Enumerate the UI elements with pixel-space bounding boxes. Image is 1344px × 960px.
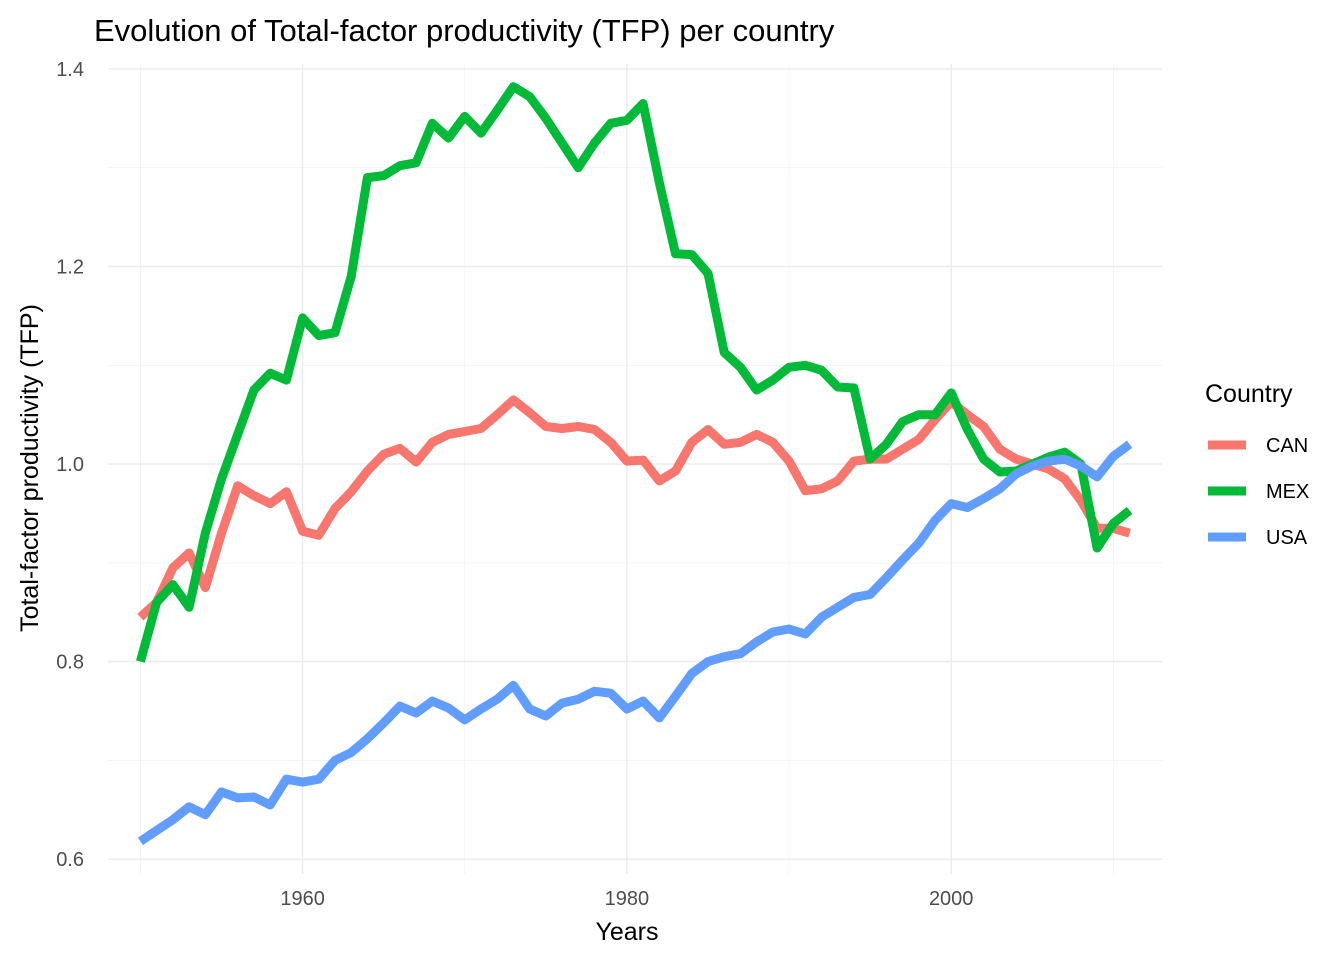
legend-label-can: CAN	[1266, 435, 1308, 457]
x-tick-label: 1980	[605, 888, 650, 910]
legend: Country CAN MEX USA	[1205, 380, 1309, 549]
series-line-usa	[137, 440, 1133, 846]
y-tick-label: 0.8	[56, 652, 84, 674]
plot-panel	[108, 64, 1162, 874]
series-line-mex	[136, 82, 1133, 663]
legend-label-mex: MEX	[1266, 481, 1309, 503]
y-tick-label: 1.0	[56, 454, 84, 476]
series-line-can	[137, 395, 1131, 621]
y-tick-label: 1.2	[56, 257, 84, 279]
legend-title: Country	[1205, 380, 1293, 408]
x-axis-title: Years	[595, 918, 658, 946]
x-tick-label: 1960	[280, 888, 325, 910]
x-tick-label: 2000	[929, 888, 974, 910]
legend-items: CAN MEX USA	[1208, 435, 1309, 549]
chart-title: Evolution of Total-factor productivity (…	[94, 13, 835, 48]
y-axis-tick-labels: 0.6 0.8 1.0 1.2 1.4	[56, 59, 84, 871]
y-tick-label: 1.4	[56, 59, 84, 81]
x-axis-tick-labels: 1960 1980 2000	[280, 888, 973, 910]
minor-gridlines	[108, 64, 1162, 874]
series-lines	[136, 82, 1133, 846]
y-axis-title: Total-factor productivity (TFP)	[16, 304, 44, 632]
y-tick-label: 0.6	[56, 849, 84, 871]
legend-label-usa: USA	[1266, 527, 1308, 549]
